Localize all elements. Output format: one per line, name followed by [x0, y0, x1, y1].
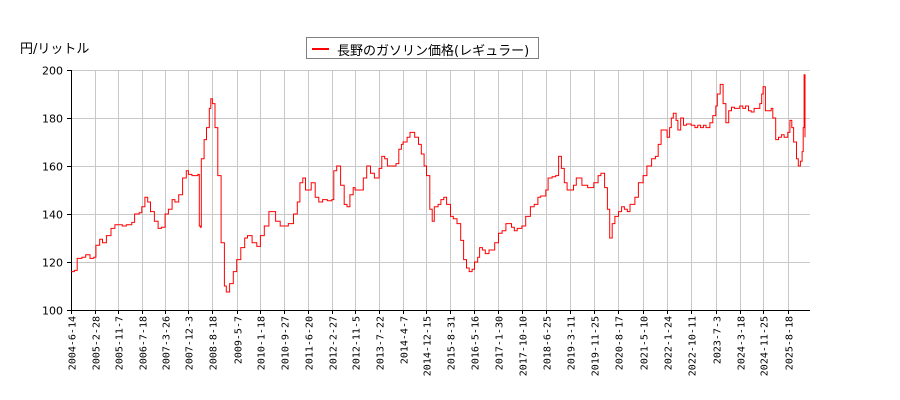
- grid-lines: [71, 70, 810, 310]
- x-tick-label: 2013-7-22: [376, 316, 387, 370]
- x-tick-label: 2022-1-24: [664, 316, 675, 370]
- legend-label: 長野のガソリン価格(レギュラー): [337, 44, 530, 59]
- y-tick-label: 120: [42, 257, 63, 270]
- x-tick-label: 2017-10-10: [519, 316, 530, 376]
- x-tick-label: 2007-12-3: [185, 316, 196, 370]
- x-tick-label: 2015-8-31: [447, 316, 458, 370]
- x-tick-label: 2004-6-14: [68, 316, 79, 370]
- legend-swatch-icon: [312, 48, 329, 50]
- x-tick-label: 2005-11-7: [115, 316, 126, 370]
- x-tick-label: 2019-11-25: [591, 316, 602, 376]
- x-axis-ticks: 2004-6-14 2005-2-28 2005-11-7 2006-7-18 2007…: [68, 310, 796, 376]
- x-tick-label: 2005-2-28: [92, 316, 103, 370]
- x-tick-label: 2012-11-5: [352, 316, 363, 370]
- x-tick-label: 2012-2-27: [329, 316, 340, 370]
- x-tick-label: 2020-8-17: [615, 316, 626, 370]
- y-tick-label: 100: [42, 305, 63, 318]
- x-tick-label: 2022-10-11: [688, 316, 699, 376]
- x-tick-label: 2011-6-20: [305, 316, 316, 370]
- y-tick-label: 180: [42, 113, 63, 126]
- x-tick-label: 2024-3-18: [737, 316, 748, 370]
- y-tick-label: 200: [42, 65, 63, 78]
- y-tick-label: 160: [42, 161, 63, 174]
- x-tick-label: 2010-9-27: [281, 316, 292, 370]
- x-tick-label: 2025-8-18: [785, 316, 796, 370]
- x-tick-label: 2016-5-16: [471, 316, 482, 370]
- x-tick-label: 2014-12-15: [423, 316, 434, 376]
- x-tick-label: 2009-5-7: [234, 316, 245, 364]
- x-tick-label: 2019-3-11: [567, 316, 578, 370]
- x-tick-label: 2017-1-30: [495, 316, 506, 370]
- x-tick-label: 2024-11-25: [760, 316, 771, 376]
- x-tick-label: 2010-1-18: [257, 316, 268, 370]
- x-tick-label: 2008-8-18: [209, 316, 220, 370]
- y-axis-unit-label: 円/リットル: [20, 42, 90, 57]
- axes: [71, 70, 810, 311]
- x-tick-label: 2021-5-10: [640, 316, 651, 370]
- price-line: [71, 74, 806, 293]
- y-axis-ticks: 100 120 140 160 180 200: [42, 65, 71, 318]
- x-tick-label: 2007-3-26: [162, 316, 173, 370]
- legend: 長野のガソリン価格(レギュラー): [306, 37, 539, 59]
- x-tick-label: 2023-7-3: [713, 316, 724, 364]
- x-tick-label: 2018-6-25: [543, 316, 554, 370]
- x-tick-label: 2014-4-7: [400, 316, 411, 364]
- y-tick-label: 140: [42, 209, 63, 222]
- x-tick-label: 2006-7-18: [139, 316, 150, 370]
